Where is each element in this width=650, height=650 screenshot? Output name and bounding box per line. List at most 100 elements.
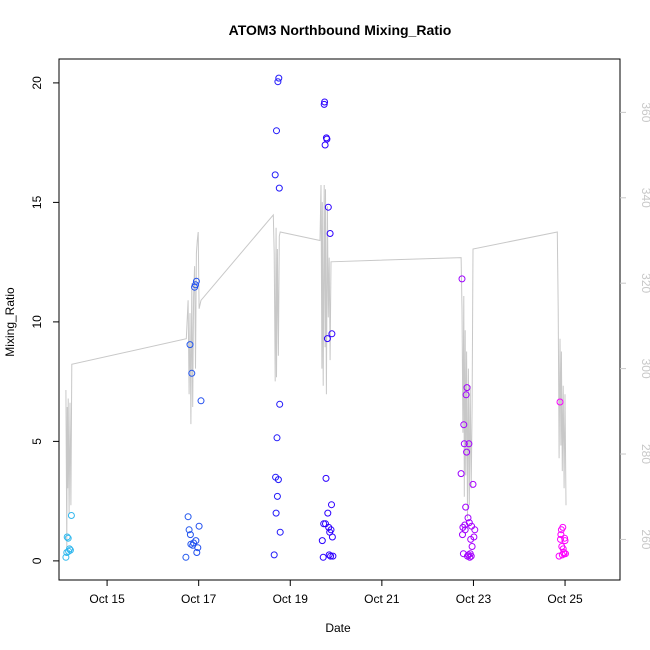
scatter-point-84: [468, 543, 476, 550]
scatter-point-41: [320, 100, 328, 108]
scatter-point-49: [324, 509, 332, 517]
scatter-point-16: [190, 539, 198, 547]
scatter-point-38: [318, 537, 326, 545]
scatter-point-47: [323, 135, 331, 143]
scatter-point-85: [469, 480, 477, 488]
scatter-point-78: [465, 519, 473, 527]
x-tick-label-0: Oct 15: [89, 592, 125, 606]
scatter-point-89: [556, 398, 564, 406]
scatter-point-29: [273, 127, 280, 135]
y2-tick-label-3: 320: [639, 273, 650, 293]
scatter-point-77: [465, 440, 473, 448]
y-tick-label-4: 20: [30, 76, 44, 90]
scatter-point-34: [275, 74, 283, 82]
scatter-point-101: [562, 550, 569, 558]
y-axis-label: Mixing_Ratio: [3, 287, 17, 357]
scatter-point-100: [561, 537, 569, 545]
scatter-point-6: [66, 546, 74, 554]
scatter-point-3: [64, 534, 72, 542]
scatter-point-42: [321, 98, 329, 106]
y2-tick-label-4: 340: [639, 188, 650, 208]
scatter-point-32: [274, 78, 282, 86]
scatter-point-14: [188, 369, 196, 377]
y2-tick-label-2: 300: [639, 359, 650, 379]
scatter-point-91: [557, 531, 565, 539]
scatter-point-2: [63, 533, 71, 541]
scatter-point-70: [462, 503, 470, 511]
scatter-point-9: [184, 513, 192, 521]
scatter-point-69: [461, 526, 469, 534]
scatter-point-26: [271, 171, 279, 179]
scatter-point-79: [466, 553, 474, 561]
x-axis: Oct 15 Oct 17 Oct 19 Oct 21 Oct 23 Oct 25: [89, 580, 583, 606]
chart-title: ATOM3 Northbound Mixing_Ratio: [229, 22, 452, 38]
scatter-point-72: [463, 448, 471, 456]
scatter-point-67: [460, 440, 468, 448]
scatter-point-99: [561, 534, 569, 542]
x-axis-label: Date: [325, 621, 351, 635]
y2-tick-label-0: 260: [639, 529, 650, 549]
scatter-point-73: [463, 384, 471, 392]
scatter-point-82: [467, 552, 475, 560]
scatter-point-56: [327, 526, 335, 534]
scatter-point-90: [557, 535, 564, 543]
mixing-line: [65, 184, 567, 549]
scatter-point-19: [192, 537, 200, 545]
y-tick-label-3: 15: [30, 195, 44, 209]
scatter-point-48: [323, 335, 331, 343]
scatter-point-21: [193, 549, 201, 556]
scatter-series: [62, 74, 569, 561]
scatter-point-22: [194, 544, 202, 552]
scatter-point-35: [275, 184, 283, 192]
scatter-point-11: [186, 341, 194, 349]
x-tick-label-4: Oct 23: [456, 592, 492, 606]
scatter-point-20: [192, 277, 200, 285]
scatter-point-12: [186, 531, 194, 539]
scatter-point-23: [195, 522, 203, 530]
scatter-point-43: [321, 141, 329, 149]
scatter-point-66: [460, 421, 468, 429]
y2-tick-label-5: 360: [639, 102, 650, 122]
y-tick-label-2: 10: [30, 315, 44, 329]
scatter-point-25: [270, 551, 278, 559]
scatter-point-10: [185, 526, 193, 534]
scatter-point-55: [327, 552, 335, 560]
scatter-point-45: [322, 474, 330, 482]
scatter-point-59: [328, 533, 336, 541]
scatter-point-30: [273, 434, 281, 442]
scatter-point-87: [471, 526, 479, 534]
scatter-point-8: [182, 553, 190, 561]
scatter-point-31: [273, 492, 281, 500]
scatter-point-61: [457, 470, 465, 478]
scatter-point-95: [559, 523, 567, 531]
scatter-point-24: [197, 397, 205, 405]
y-tick-label-0: 0: [30, 557, 44, 564]
scatter-point-51: [325, 523, 333, 531]
scatter-point-37: [276, 528, 284, 536]
scatter-point-71: [462, 391, 470, 399]
scatter-point-52: [325, 551, 333, 559]
scatter-point-36: [276, 400, 284, 408]
scatter-point-18: [192, 281, 199, 289]
scatter-point-75: [464, 514, 472, 522]
scatter-point-57: [328, 501, 335, 509]
scatter-point-86: [470, 533, 478, 541]
x-tick-label-5: Oct 25: [547, 592, 583, 606]
plot-frame: [58, 58, 621, 581]
scatter-point-7: [67, 512, 75, 519]
right-axis-line-series: [65, 184, 567, 549]
scatter-point-0: [62, 553, 70, 561]
y-axis: 0 5 10 15 20: [30, 76, 59, 564]
scatter-point-28: [272, 509, 280, 517]
scatter-point-33: [274, 476, 282, 484]
x-tick-label-1: Oct 17: [181, 592, 217, 606]
x-tick-label-3: Oct 21: [364, 592, 400, 606]
y2-axis: 260 280 300 320 340 360: [620, 102, 650, 550]
scatter-point-5: [66, 545, 73, 553]
y-tick-label-1: 5: [30, 438, 44, 445]
x-tick-label-2: Oct 19: [273, 592, 309, 606]
scatter-point-39: [319, 553, 327, 561]
scatter-point-60: [329, 552, 337, 560]
scatter-point-62: [458, 275, 466, 283]
